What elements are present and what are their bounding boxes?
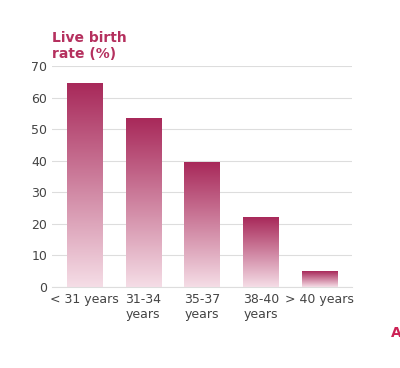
Text: Live birth
rate (%): Live birth rate (%) bbox=[52, 31, 127, 61]
Text: Age: Age bbox=[391, 326, 400, 340]
